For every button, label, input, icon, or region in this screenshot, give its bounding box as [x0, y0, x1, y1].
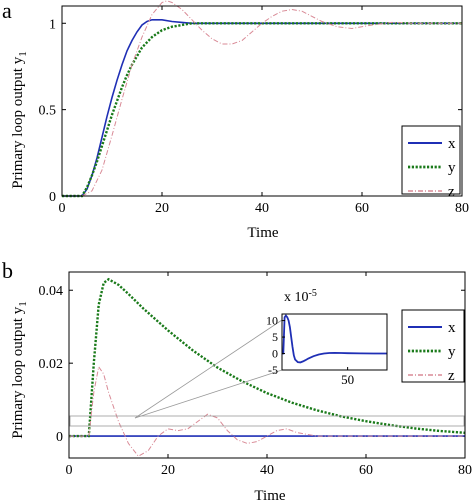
y-tick-label: 0 [49, 190, 56, 205]
legend-a: xyz [401, 125, 461, 200]
series-line-z [69, 365, 465, 457]
chart-panel-a: a Primary loop output y1 Time 0 20 40 60 80 0… [2, 0, 469, 241]
x-tick-label: 20 [161, 463, 175, 478]
series-line-z [62, 0, 462, 197]
series-line-y [62, 22, 462, 198]
y-axis-label-b: Primary loop output y1 [10, 301, 29, 439]
y-tick-label: 0.5 [39, 104, 57, 119]
y-tick-label: 1 [49, 17, 56, 32]
series-line-x [62, 18, 462, 197]
chart-panel-b: b Primary loop output y1 Time 0 20 40 60 80 0… [2, 258, 472, 504]
x-tick-label: 0 [59, 201, 66, 216]
inset-exponent-label: x 10-5 [284, 288, 317, 305]
legend-label-z: z [448, 368, 455, 384]
legend-label-x: x [448, 320, 456, 336]
inset-chart: -5 0 5 10 50 x 10-5 [266, 288, 388, 387]
x-tick-label: 80 [455, 201, 469, 216]
zoom-connector-line [134, 369, 283, 419]
x-tick-label: 60 [355, 201, 369, 216]
inset-y-tick-label: 5 [272, 330, 278, 344]
y-tick-label: 0.04 [39, 284, 64, 299]
x-tick-label: 60 [359, 463, 373, 478]
inset-y-tick-label: 0 [272, 347, 278, 361]
inset-y-tick-label: 10 [266, 314, 278, 328]
x-axis-label-a: Time [247, 225, 278, 241]
inset-x-tick-label: 50 [341, 372, 354, 387]
legend-label-z: z [448, 184, 455, 200]
inset-y-tick-label: -5 [268, 363, 278, 377]
x-tick-label: 40 [260, 463, 274, 478]
x-tick-label: 80 [458, 463, 472, 478]
zoom-connector-line [134, 319, 283, 419]
x-axis-label-b: Time [254, 488, 285, 504]
series-line-y [69, 277, 466, 438]
zoom-region-box [69, 415, 465, 427]
plot-frame-b [68, 271, 466, 459]
x-tick-label: 0 [66, 463, 73, 478]
x-tick-label: 40 [255, 201, 269, 216]
legend-label-y: y [448, 160, 456, 176]
inset-frame [281, 313, 388, 371]
legend-label-y: y [448, 344, 456, 360]
legend-box [401, 125, 461, 195]
panel-letter-a: a [2, 0, 12, 23]
y-tick-label: 0 [56, 430, 63, 445]
y-axis-label-a: Primary loop output y1 [10, 51, 29, 189]
plot-frame-a [61, 5, 463, 197]
legend-b: xyz [401, 309, 465, 384]
legend-label-x: x [448, 136, 456, 152]
panel-letter-b: b [2, 258, 13, 283]
legend-box [401, 309, 465, 383]
inset-series-line-x [282, 314, 387, 364]
y-tick-label: 0.02 [39, 357, 64, 372]
x-tick-label: 20 [155, 201, 169, 216]
